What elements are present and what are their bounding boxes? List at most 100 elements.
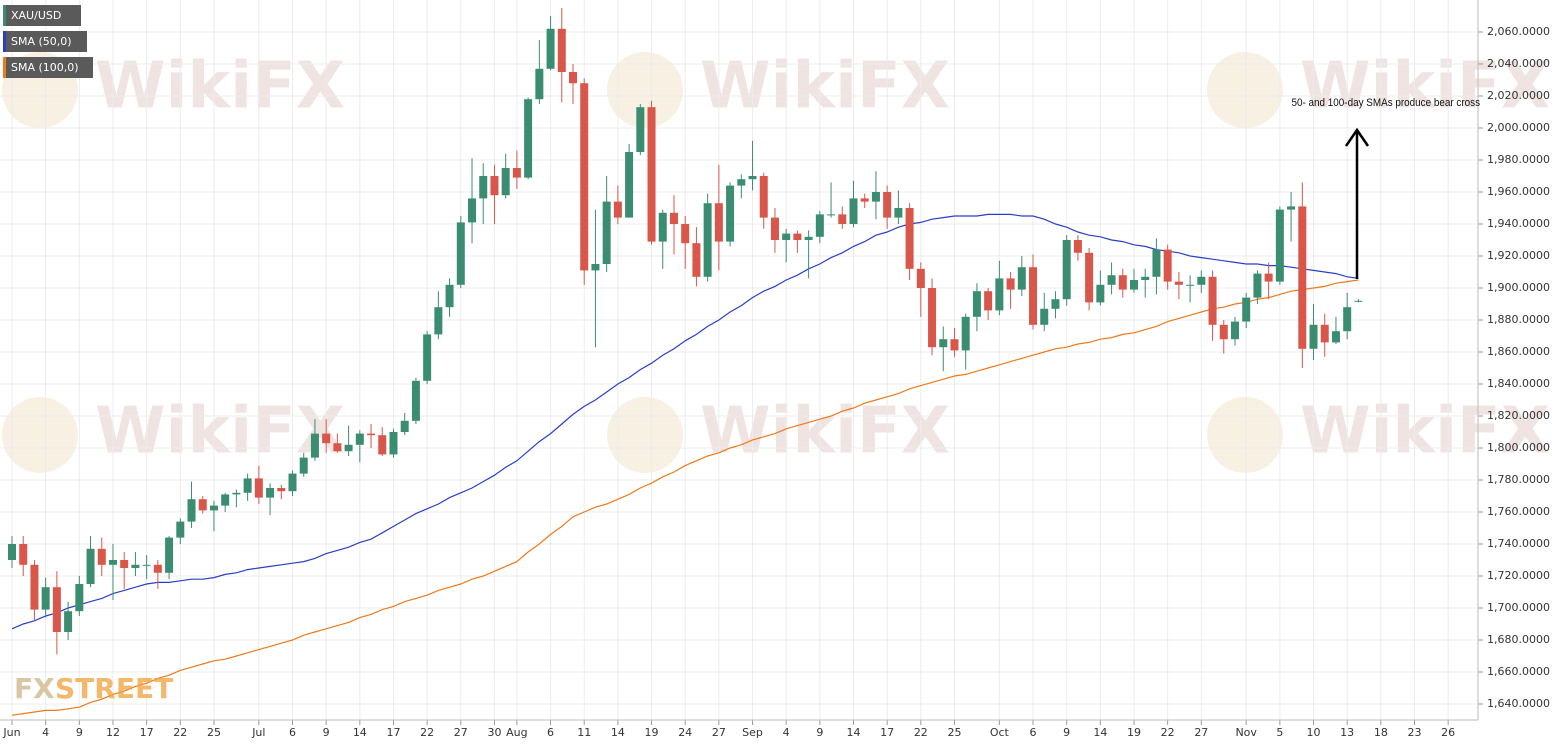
- candle-body: [1275, 209, 1284, 282]
- y-tick-label: 2,020.0000: [1487, 89, 1550, 102]
- legend-swatch: [3, 5, 6, 26]
- x-tick-label: 22: [420, 726, 434, 739]
- candle-body: [535, 68, 544, 100]
- candle-body: [591, 264, 600, 271]
- logo-fx: FX: [14, 672, 55, 705]
- y-tick-label: 1,840.0000: [1487, 377, 1550, 390]
- candle-body: [1073, 240, 1082, 253]
- candle-body: [176, 521, 185, 538]
- x-tick-label: 25: [947, 726, 961, 739]
- candle-body: [804, 236, 813, 240]
- y-tick-label: 1,800.0000: [1487, 441, 1550, 454]
- x-tick-label: Oct: [990, 726, 1010, 739]
- x-tick-label: 22: [1161, 726, 1175, 739]
- candle-body: [468, 198, 477, 223]
- candle-body: [1017, 267, 1026, 290]
- candle-body: [266, 488, 275, 498]
- x-tick-label: 14: [847, 726, 861, 739]
- candle-body: [30, 564, 39, 610]
- candle-body: [299, 457, 308, 474]
- y-tick-label: 1,680.0000: [1487, 633, 1550, 646]
- candle-body: [344, 444, 353, 452]
- x-tick-label: 22: [914, 726, 928, 739]
- candle-body: [1163, 249, 1172, 282]
- candle-body: [703, 203, 712, 277]
- candle-body: [1219, 324, 1228, 340]
- x-tick-label: 14: [611, 726, 625, 739]
- candle-body: [838, 214, 847, 224]
- candle-body: [389, 432, 398, 455]
- legend-label: XAU/USD: [11, 9, 61, 22]
- candle-body: [198, 499, 207, 511]
- candle-body: [1186, 284, 1195, 286]
- candle-body: [423, 334, 432, 381]
- x-tick-label: Jun: [2, 726, 20, 739]
- x-tick-label: 19: [645, 726, 659, 739]
- x-tick-label: 5: [1276, 726, 1283, 739]
- legend: XAU/USD SMA (50,0) SMA (100,0): [3, 5, 93, 78]
- candle-body: [860, 198, 869, 202]
- candle-body: [19, 544, 28, 565]
- candle-body: [108, 560, 117, 565]
- candle-body: [367, 433, 376, 436]
- y-tick-label: 2,000.0000: [1487, 121, 1550, 134]
- candle-body: [557, 28, 566, 72]
- candle-body: [1287, 206, 1296, 210]
- x-tick-label: 27: [454, 726, 468, 739]
- candle-body: [759, 176, 768, 218]
- candle-body: [288, 473, 297, 492]
- candle-body: [737, 179, 746, 186]
- y-tick-label: 1,860.0000: [1487, 345, 1550, 358]
- candle-body: [1130, 280, 1138, 290]
- x-tick-label: 19: [1127, 726, 1141, 739]
- candle-body: [97, 548, 106, 565]
- candle-body: [64, 611, 73, 632]
- candle-body: [1141, 276, 1150, 280]
- legend-box: [3, 5, 81, 26]
- candle-body: [714, 203, 723, 242]
- candle-body: [400, 420, 409, 432]
- candle-body: [456, 222, 465, 285]
- candle-body: [1096, 284, 1105, 303]
- candle-body: [254, 478, 263, 498]
- y-tick-label: 1,660.0000: [1487, 665, 1550, 678]
- candle-body: [916, 268, 925, 288]
- x-tick-label: 17: [386, 726, 400, 739]
- candle-body: [1298, 206, 1307, 349]
- candle-body: [815, 214, 824, 237]
- watermark-icon: [607, 52, 683, 128]
- candle-body: [86, 548, 95, 584]
- candle-body: [501, 168, 510, 196]
- candle-body: [1320, 324, 1329, 343]
- y-tick-label: 1,780.0000: [1487, 473, 1550, 486]
- sma-line: [11, 279, 1359, 716]
- candle-body: [1264, 273, 1273, 282]
- x-tick-label: 18: [1374, 726, 1388, 739]
- watermark-icon: [1207, 397, 1283, 473]
- y-tick-label: 1,820.0000: [1487, 409, 1550, 422]
- candle-body: [658, 212, 667, 242]
- candle-body: [1309, 324, 1318, 349]
- x-tick-label: 25: [207, 726, 221, 739]
- candle-body: [232, 492, 241, 495]
- legend-box: [3, 57, 93, 78]
- x-tick-label: 9: [323, 726, 330, 739]
- candle-body: [445, 284, 454, 308]
- candle-body: [782, 233, 791, 240]
- candle-body: [692, 243, 701, 277]
- x-tick-label: 14: [1093, 726, 1107, 739]
- candle-body: [1174, 281, 1183, 285]
- candle-body: [490, 176, 499, 196]
- sma-line: [11, 213, 1359, 630]
- candle-body: [479, 176, 488, 199]
- y-tick-label: 1,900.0000: [1487, 281, 1550, 294]
- candle-body: [1331, 331, 1340, 343]
- candle-body: [984, 291, 993, 311]
- candle-body: [322, 433, 331, 444]
- candle-body: [1253, 273, 1262, 298]
- watermark: WikiFX: [700, 50, 950, 124]
- y-tick-label: 1,720.0000: [1487, 569, 1550, 582]
- annotation-arrow-head: [1344, 127, 1370, 147]
- candle-body: [277, 488, 286, 492]
